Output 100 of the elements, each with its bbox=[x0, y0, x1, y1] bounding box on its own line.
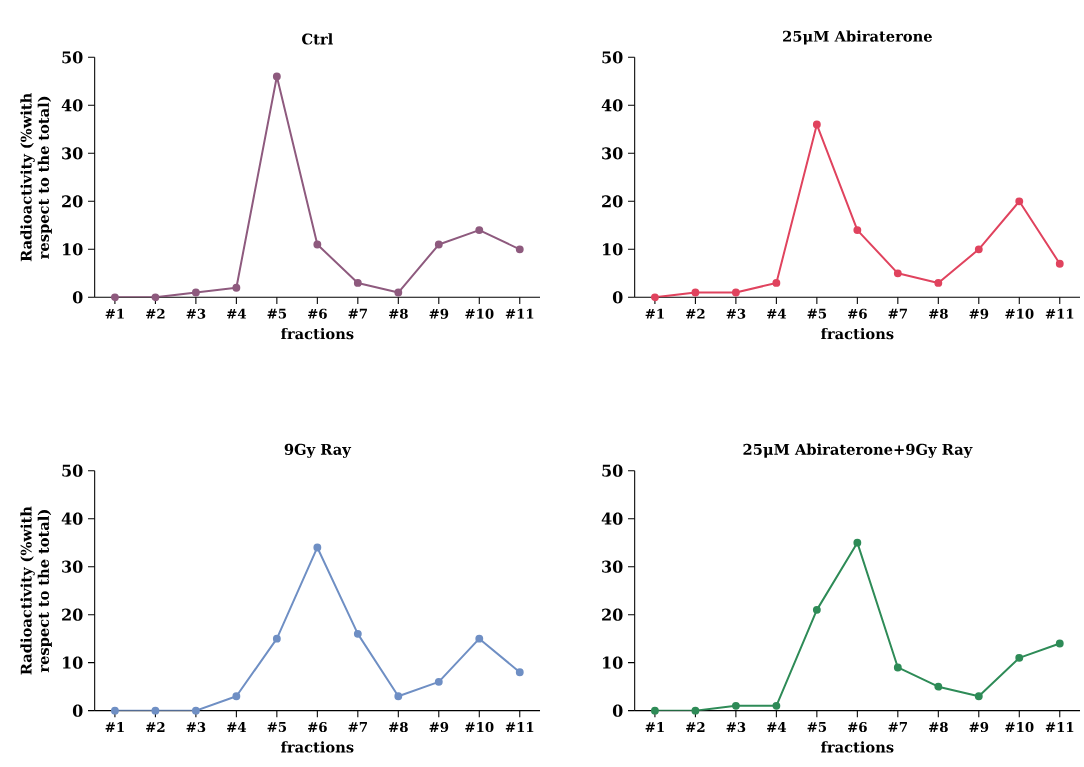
x-tick-label: #9 bbox=[969, 722, 989, 733]
y-tick-label: 40 bbox=[601, 99, 623, 112]
x-tick-label: #4 bbox=[767, 308, 787, 319]
y-tick-label: 20 bbox=[62, 195, 83, 208]
y-tick-label: 10 bbox=[62, 243, 83, 256]
point bbox=[812, 120, 821, 129]
point bbox=[893, 269, 902, 278]
x-tick-label: #1 bbox=[105, 722, 124, 733]
point bbox=[394, 692, 403, 701]
x-tick-label: #2 bbox=[686, 722, 705, 733]
chart-title: Ctrl bbox=[302, 33, 333, 45]
y-tick-label: 0 bbox=[72, 291, 83, 304]
x-tick-label: #1 bbox=[645, 722, 664, 733]
point bbox=[272, 72, 281, 81]
point bbox=[650, 706, 659, 715]
x-axis-title: fractions bbox=[281, 741, 354, 753]
point bbox=[772, 702, 781, 710]
y-tick-label: 50 bbox=[602, 51, 623, 64]
x-tick-label: #2 bbox=[146, 722, 165, 733]
y-tick-label: 30 bbox=[62, 560, 83, 573]
x-tick-label: #9 bbox=[429, 722, 449, 733]
y-tick-label: 0 bbox=[72, 704, 83, 717]
point bbox=[353, 279, 362, 288]
point bbox=[313, 240, 322, 249]
y-tick-label: 30 bbox=[62, 147, 83, 160]
point bbox=[110, 706, 119, 715]
y-tick-label: 40 bbox=[601, 512, 623, 525]
point bbox=[691, 288, 700, 297]
x-tick-label: #4 bbox=[227, 308, 247, 319]
x-tick-label: #6 bbox=[308, 308, 327, 319]
point bbox=[893, 663, 902, 672]
y-tick-label: 0 bbox=[612, 291, 623, 304]
point bbox=[394, 288, 403, 297]
x-tick-label: #8 bbox=[388, 308, 408, 319]
point bbox=[812, 606, 821, 614]
y-tick-label: 30 bbox=[602, 560, 623, 573]
chart-title: 9Gy Ray bbox=[284, 443, 352, 459]
point bbox=[772, 279, 781, 288]
point bbox=[515, 245, 524, 254]
point bbox=[650, 293, 659, 302]
x-tick-label: #11 bbox=[505, 722, 534, 733]
point bbox=[731, 288, 740, 297]
x-tick-label: #5 bbox=[807, 722, 827, 733]
x-tick-label: #6 bbox=[848, 308, 867, 319]
y-axis-title: Radioactivity (%with respect to the total) bbox=[20, 93, 52, 262]
point bbox=[151, 706, 160, 715]
x-tick-label: #3 bbox=[186, 308, 206, 319]
point bbox=[974, 692, 983, 701]
point bbox=[232, 692, 241, 701]
point bbox=[191, 706, 200, 715]
point bbox=[232, 283, 241, 292]
x-axis-title: fractions bbox=[821, 741, 894, 753]
x-tick-label: #3 bbox=[726, 722, 746, 733]
point bbox=[1055, 639, 1064, 648]
x-tick-label: #6 bbox=[308, 722, 327, 733]
x-tick-label: #8 bbox=[928, 308, 948, 319]
x-tick-label: #3 bbox=[726, 308, 746, 319]
y-tick-label: 20 bbox=[602, 608, 623, 621]
x-tick-label: #2 bbox=[686, 308, 705, 319]
point bbox=[110, 293, 119, 302]
x-tick-label: #9 bbox=[429, 308, 449, 319]
y-tick-label: 0 bbox=[612, 704, 623, 717]
point bbox=[272, 634, 281, 643]
y-axis-title: Radioactivity (%with respect to the total) bbox=[20, 506, 52, 675]
y-tick-label: 20 bbox=[62, 608, 83, 621]
point bbox=[313, 543, 322, 552]
point bbox=[934, 682, 943, 691]
y-tick-label: 10 bbox=[602, 243, 623, 256]
point bbox=[515, 668, 524, 677]
x-axis-title: fractions bbox=[281, 328, 354, 340]
point bbox=[731, 702, 740, 710]
y-tick-label: 50 bbox=[62, 464, 83, 477]
x-tick-label: #7 bbox=[348, 722, 367, 732]
x-tick-label: #1 bbox=[105, 308, 124, 319]
point bbox=[691, 706, 700, 715]
chart-title: 25μM Abiraterone bbox=[783, 30, 932, 45]
point bbox=[191, 288, 200, 297]
point bbox=[475, 226, 484, 235]
y-tick-label: 10 bbox=[62, 656, 83, 669]
point bbox=[934, 279, 943, 288]
x-tick-label: #4 bbox=[227, 722, 247, 733]
point bbox=[1015, 654, 1024, 662]
point bbox=[475, 634, 484, 643]
point bbox=[853, 226, 862, 235]
x-tick-label: #5 bbox=[267, 308, 287, 319]
x-tick-label: #8 bbox=[388, 722, 408, 733]
x-tick-label: #10 bbox=[465, 722, 494, 733]
x-tick-label: #1 bbox=[645, 308, 664, 319]
y-tick-label: 50 bbox=[602, 464, 623, 477]
x-tick-label: #5 bbox=[807, 308, 827, 319]
x-tick-label: #10 bbox=[1005, 308, 1034, 319]
y-tick-label: 20 bbox=[602, 195, 623, 208]
point bbox=[353, 630, 362, 638]
x-tick-label: #11 bbox=[505, 308, 534, 319]
point bbox=[1015, 197, 1024, 206]
x-tick-label: #8 bbox=[928, 722, 948, 733]
point bbox=[434, 240, 443, 249]
x-tick-label: #6 bbox=[848, 722, 867, 733]
x-tick-label: #11 bbox=[1045, 308, 1074, 319]
x-tick-label: #4 bbox=[767, 722, 787, 733]
